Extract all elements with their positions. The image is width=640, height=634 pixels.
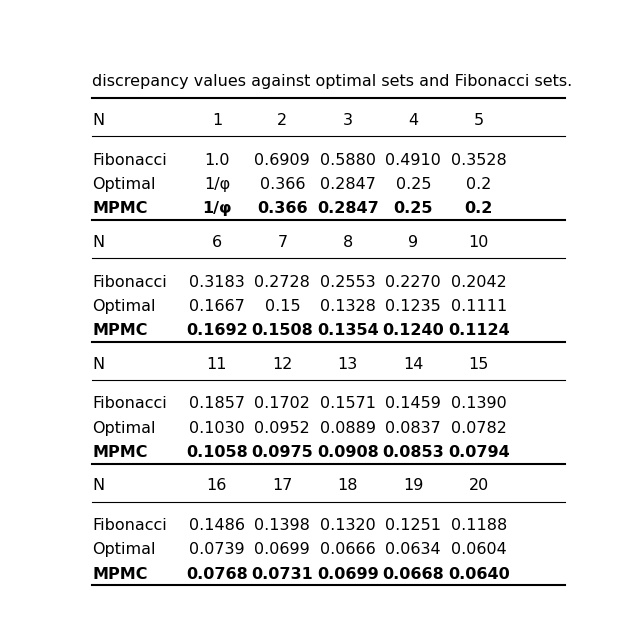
Text: 0.4910: 0.4910 <box>385 153 441 168</box>
Text: Fibonacci: Fibonacci <box>92 396 167 411</box>
Text: Fibonacci: Fibonacci <box>92 275 167 290</box>
Text: 0.0889: 0.0889 <box>320 420 376 436</box>
Text: 0.2: 0.2 <box>465 201 493 216</box>
Text: 5: 5 <box>474 113 484 128</box>
Text: 17: 17 <box>272 479 292 493</box>
Text: 0.1354: 0.1354 <box>317 323 379 338</box>
Text: 0.2270: 0.2270 <box>385 275 441 290</box>
Text: 0.6909: 0.6909 <box>255 153 310 168</box>
Text: 15: 15 <box>468 356 489 372</box>
Text: 0.1508: 0.1508 <box>252 323 313 338</box>
Text: 1: 1 <box>212 113 222 128</box>
Text: 0.0699: 0.0699 <box>255 543 310 557</box>
Text: 0.2042: 0.2042 <box>451 275 507 290</box>
Text: MPMC: MPMC <box>92 201 148 216</box>
Text: 0.2847: 0.2847 <box>320 177 376 192</box>
Text: 0.1398: 0.1398 <box>255 518 310 533</box>
Text: 0.15: 0.15 <box>264 299 300 314</box>
Text: 0.0634: 0.0634 <box>385 543 441 557</box>
Text: 12: 12 <box>272 356 292 372</box>
Text: 0.1058: 0.1058 <box>186 444 248 460</box>
Text: Optimal: Optimal <box>92 420 156 436</box>
Text: 6: 6 <box>212 235 222 250</box>
Text: 10: 10 <box>468 235 489 250</box>
Text: 0.0794: 0.0794 <box>448 444 509 460</box>
Text: 0.366: 0.366 <box>257 201 308 216</box>
Text: 0.1188: 0.1188 <box>451 518 507 533</box>
Text: 0.1857: 0.1857 <box>189 396 245 411</box>
Text: 0.0739: 0.0739 <box>189 543 244 557</box>
Text: MPMC: MPMC <box>92 444 148 460</box>
Text: 11: 11 <box>207 356 227 372</box>
Text: 16: 16 <box>207 479 227 493</box>
Text: MPMC: MPMC <box>92 567 148 581</box>
Text: 18: 18 <box>337 479 358 493</box>
Text: 0.0668: 0.0668 <box>383 567 444 581</box>
Text: 0.3528: 0.3528 <box>451 153 507 168</box>
Text: 0.0837: 0.0837 <box>385 420 441 436</box>
Text: 0.1571: 0.1571 <box>320 396 376 411</box>
Text: 0.3183: 0.3183 <box>189 275 244 290</box>
Text: 1.0: 1.0 <box>204 153 230 168</box>
Text: 7: 7 <box>277 235 287 250</box>
Text: 9: 9 <box>408 235 419 250</box>
Text: 0.1111: 0.1111 <box>451 299 507 314</box>
Text: 19: 19 <box>403 479 424 493</box>
Text: 0.1702: 0.1702 <box>255 396 310 411</box>
Text: 0.0731: 0.0731 <box>252 567 313 581</box>
Text: N: N <box>92 356 104 372</box>
Text: 14: 14 <box>403 356 424 372</box>
Text: 0.1692: 0.1692 <box>186 323 248 338</box>
Text: 0.366: 0.366 <box>260 177 305 192</box>
Text: 3: 3 <box>343 113 353 128</box>
Text: 0.0699: 0.0699 <box>317 567 379 581</box>
Text: Fibonacci: Fibonacci <box>92 518 167 533</box>
Text: 0.1030: 0.1030 <box>189 420 244 436</box>
Text: 0.2728: 0.2728 <box>255 275 310 290</box>
Text: 8: 8 <box>342 235 353 250</box>
Text: 0.1235: 0.1235 <box>385 299 441 314</box>
Text: 0.1124: 0.1124 <box>448 323 509 338</box>
Text: 0.25: 0.25 <box>394 201 433 216</box>
Text: 0.0604: 0.0604 <box>451 543 507 557</box>
Text: 0.25: 0.25 <box>396 177 431 192</box>
Text: 0.2553: 0.2553 <box>320 275 376 290</box>
Text: 0.1320: 0.1320 <box>320 518 376 533</box>
Text: 0.0975: 0.0975 <box>252 444 313 460</box>
Text: 0.1251: 0.1251 <box>385 518 442 533</box>
Text: MPMC: MPMC <box>92 323 148 338</box>
Text: 0.0768: 0.0768 <box>186 567 248 581</box>
Text: Optimal: Optimal <box>92 177 156 192</box>
Text: 0.2847: 0.2847 <box>317 201 379 216</box>
Text: 0.1667: 0.1667 <box>189 299 245 314</box>
Text: 1/φ: 1/φ <box>202 201 232 216</box>
Text: 0.1459: 0.1459 <box>385 396 441 411</box>
Text: 0.0952: 0.0952 <box>255 420 310 436</box>
Text: 0.0782: 0.0782 <box>451 420 507 436</box>
Text: 0.1328: 0.1328 <box>320 299 376 314</box>
Text: 0.0666: 0.0666 <box>320 543 376 557</box>
Text: N: N <box>92 479 104 493</box>
Text: 13: 13 <box>338 356 358 372</box>
Text: 0.0853: 0.0853 <box>383 444 444 460</box>
Text: Optimal: Optimal <box>92 543 156 557</box>
Text: 20: 20 <box>468 479 489 493</box>
Text: Fibonacci: Fibonacci <box>92 153 167 168</box>
Text: 0.1240: 0.1240 <box>383 323 444 338</box>
Text: 0.1486: 0.1486 <box>189 518 245 533</box>
Text: 0.1390: 0.1390 <box>451 396 507 411</box>
Text: 0.0908: 0.0908 <box>317 444 379 460</box>
Text: 0.5880: 0.5880 <box>320 153 376 168</box>
Text: N: N <box>92 235 104 250</box>
Text: discrepancy values against optimal sets and Fibonacci sets.: discrepancy values against optimal sets … <box>92 74 573 89</box>
Text: 0.2: 0.2 <box>466 177 492 192</box>
Text: Optimal: Optimal <box>92 299 156 314</box>
Text: 2: 2 <box>277 113 287 128</box>
Text: 0.0640: 0.0640 <box>448 567 509 581</box>
Text: N: N <box>92 113 104 128</box>
Text: 4: 4 <box>408 113 419 128</box>
Text: 1/φ: 1/φ <box>204 177 230 192</box>
